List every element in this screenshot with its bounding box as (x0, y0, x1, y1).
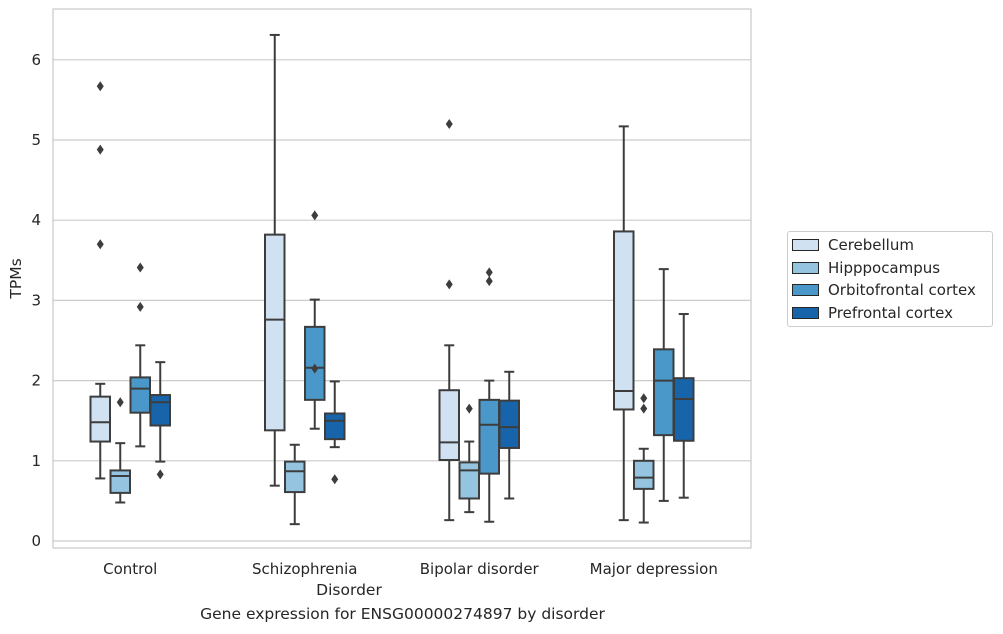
x-tick-label: Major depression (590, 560, 718, 578)
outlier-point (640, 393, 648, 404)
y-axis-label: TPMs (7, 258, 25, 299)
y-tick-label: 6 (31, 51, 41, 69)
outlier-point (445, 118, 453, 129)
outlier-point (485, 276, 493, 287)
legend-item: Prefrontal cortex (792, 303, 953, 323)
legend-label: Cerebellum (828, 236, 914, 254)
outlier-point (485, 267, 493, 278)
x-tick-label: Bipolar disorder (420, 560, 540, 578)
legend-label: Hipppocampus (828, 258, 941, 277)
box (129, 376, 151, 414)
legend-swatch (792, 284, 819, 296)
box (109, 469, 131, 494)
series-orbitofrontal-cortex (129, 210, 675, 523)
x-tick-label: Control (103, 560, 157, 578)
x-tick-label: Schizophrenia (252, 560, 357, 578)
box (613, 230, 635, 411)
legend-item: Cerebellum (792, 235, 914, 255)
outlier-point (136, 301, 144, 312)
series-prefrontal-cortex (149, 313, 695, 500)
box (438, 389, 460, 461)
outlier-point (136, 262, 144, 273)
outlier-point (445, 279, 453, 290)
x-axis-label: Disorder (316, 581, 382, 599)
outlier-point (331, 474, 339, 485)
outlier-point (311, 210, 319, 221)
series-hipppocampus (109, 393, 655, 526)
box (498, 399, 520, 449)
box (284, 460, 306, 494)
box (304, 325, 326, 401)
x-axis-ticks: Control Schizophrenia Bipolar disorder Majo… (103, 560, 718, 578)
gridlines (53, 59, 751, 542)
box (264, 233, 286, 432)
box (653, 348, 675, 437)
box-plot-series (89, 33, 695, 526)
box (633, 459, 655, 490)
plot-frame (52, 8, 752, 549)
y-tick-label: 5 (31, 131, 41, 149)
chart-caption: Gene expression for ENSG00000274897 by d… (200, 605, 605, 623)
y-tick-label: 2 (31, 372, 41, 390)
outlier-point (96, 144, 104, 155)
outlier-point (96, 81, 104, 92)
legend: Cerebellum Hipppocampus Orbitofrontal cort… (787, 231, 993, 327)
y-tick-label: 3 (31, 291, 41, 309)
legend-swatch (792, 239, 819, 251)
series-cerebellum (89, 33, 635, 522)
box (324, 412, 346, 441)
legend-swatch (792, 306, 819, 319)
y-tick-label: 1 (31, 452, 41, 470)
legend-item: Hipppocampus (792, 258, 940, 278)
legend-item: Orbitofrontal cortex (792, 280, 976, 300)
legend-swatch (792, 261, 819, 274)
legend-label: Prefrontal cortex (828, 303, 953, 322)
y-tick-label: 0 (31, 532, 41, 550)
box (458, 461, 480, 500)
box (89, 395, 111, 443)
outlier-point (96, 239, 104, 250)
box (478, 398, 500, 475)
box (149, 394, 171, 427)
legend-label: Orbitofrontal cortex (828, 281, 976, 299)
y-axis-ticks: 0 1 2 3 4 5 6 (31, 51, 41, 550)
outlier-point (311, 363, 319, 374)
outlier-point (116, 397, 124, 408)
box (673, 377, 695, 442)
outlier-point (156, 469, 164, 480)
outlier-point (640, 403, 648, 414)
y-tick-label: 4 (31, 211, 41, 229)
outlier-point (465, 403, 473, 414)
